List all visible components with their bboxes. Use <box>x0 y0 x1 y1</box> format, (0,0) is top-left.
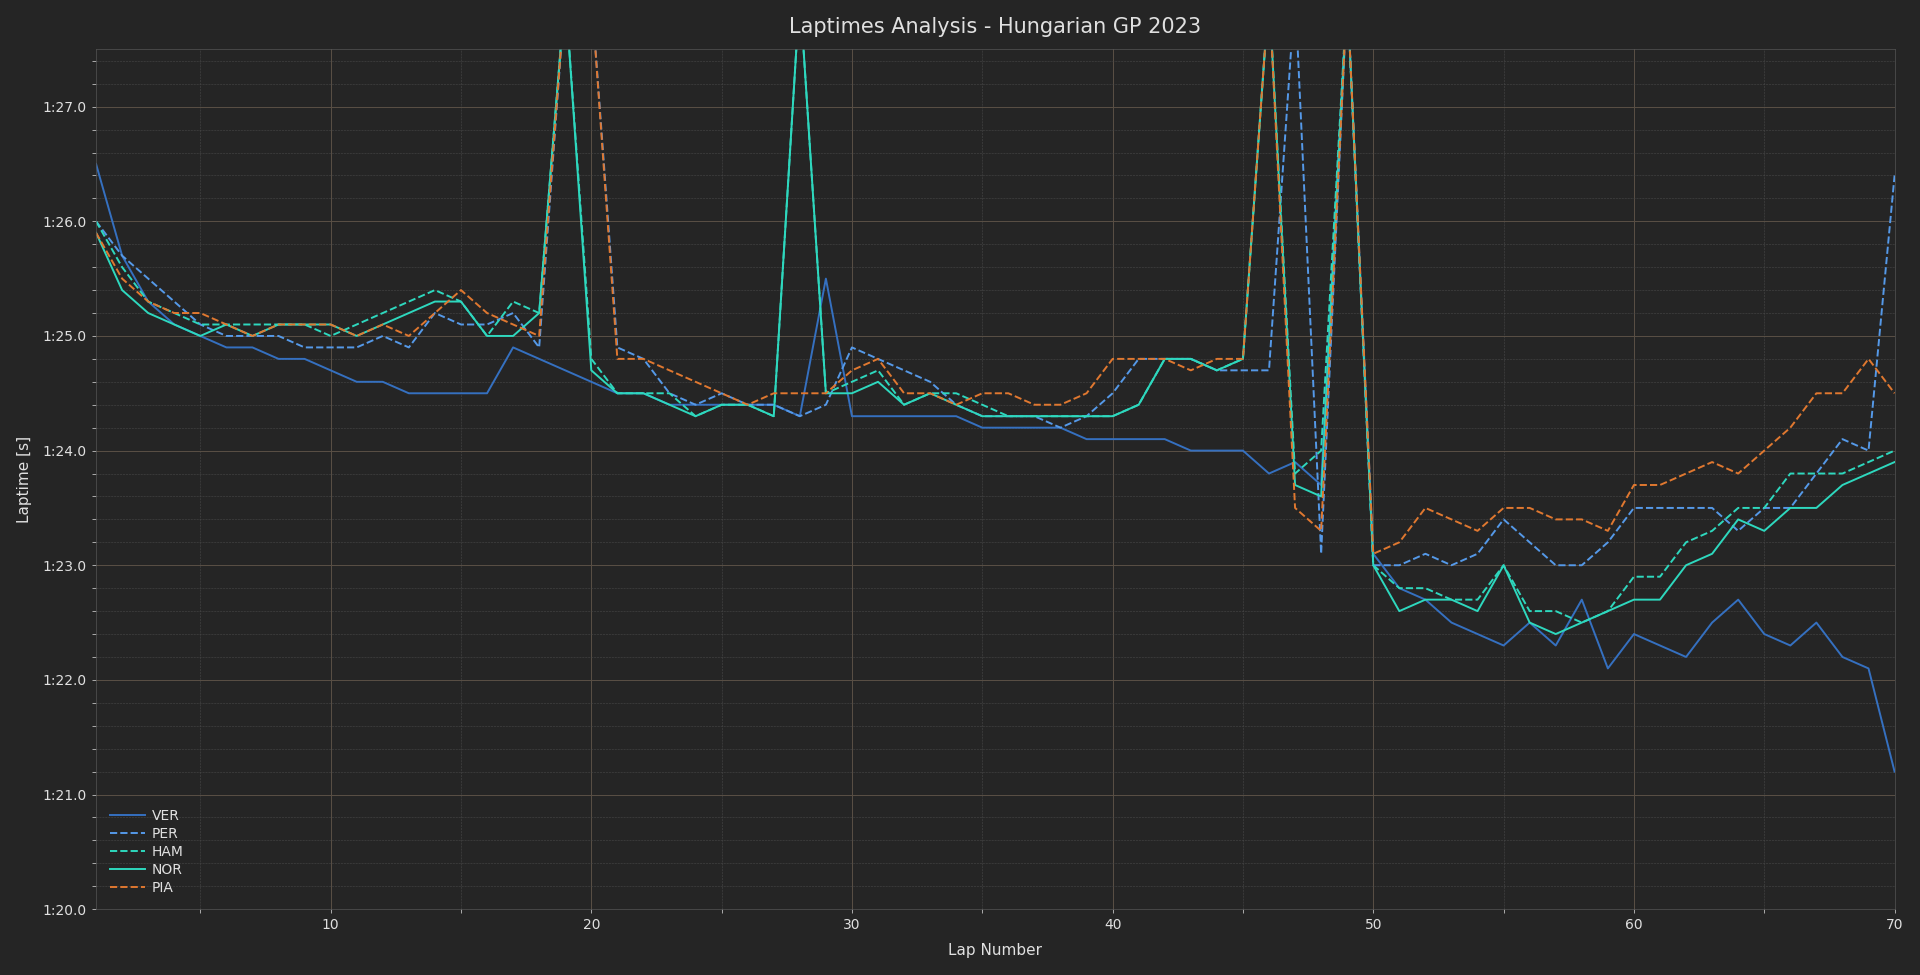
HAM <box>1100 410 1123 422</box>
PIA <box>1884 387 1907 399</box>
X-axis label: Lap Number: Lap Number <box>948 944 1043 958</box>
Line: PER: PER <box>96 0 1895 566</box>
PIA <box>659 365 682 376</box>
PIA <box>319 319 342 331</box>
PIA <box>866 353 889 365</box>
PIA <box>1361 548 1384 560</box>
NOR <box>501 331 524 342</box>
VER <box>1884 765 1907 777</box>
NOR <box>659 399 682 410</box>
HAM <box>1884 445 1907 456</box>
HAM <box>84 215 108 227</box>
Y-axis label: Laptime [s]: Laptime [s] <box>17 436 31 523</box>
VER <box>1649 640 1672 651</box>
VER <box>319 365 342 376</box>
NOR <box>866 376 889 388</box>
NOR <box>1884 456 1907 468</box>
PIA <box>1100 353 1123 365</box>
Line: PIA: PIA <box>96 0 1895 554</box>
HAM <box>1674 536 1697 548</box>
NOR <box>1544 628 1567 640</box>
PIA <box>501 319 524 331</box>
PIA <box>1674 468 1697 480</box>
VER <box>1622 628 1645 640</box>
PER <box>1884 170 1907 181</box>
PER <box>1100 387 1123 399</box>
PER <box>84 215 108 227</box>
HAM <box>501 295 524 307</box>
PER <box>1361 560 1384 571</box>
NOR <box>1674 560 1697 571</box>
Line: NOR: NOR <box>96 0 1895 634</box>
VER <box>1075 433 1098 445</box>
PER <box>659 387 682 399</box>
VER <box>501 341 524 353</box>
VER <box>632 387 655 399</box>
NOR <box>84 227 108 239</box>
NOR <box>319 319 342 331</box>
Line: HAM: HAM <box>96 0 1895 623</box>
HAM <box>659 387 682 399</box>
HAM <box>319 331 342 342</box>
HAM <box>866 365 889 376</box>
PER <box>1674 502 1697 514</box>
PER <box>866 353 889 365</box>
Title: Laptimes Analysis - Hungarian GP 2023: Laptimes Analysis - Hungarian GP 2023 <box>789 17 1202 37</box>
Line: VER: VER <box>96 0 1895 771</box>
VER <box>84 158 108 170</box>
HAM <box>1571 617 1594 629</box>
NOR <box>1100 410 1123 422</box>
PER <box>319 341 342 353</box>
PIA <box>84 227 108 239</box>
PER <box>501 307 524 319</box>
Legend: VER, PER, HAM, NOR, PIA: VER, PER, HAM, NOR, PIA <box>104 801 190 902</box>
